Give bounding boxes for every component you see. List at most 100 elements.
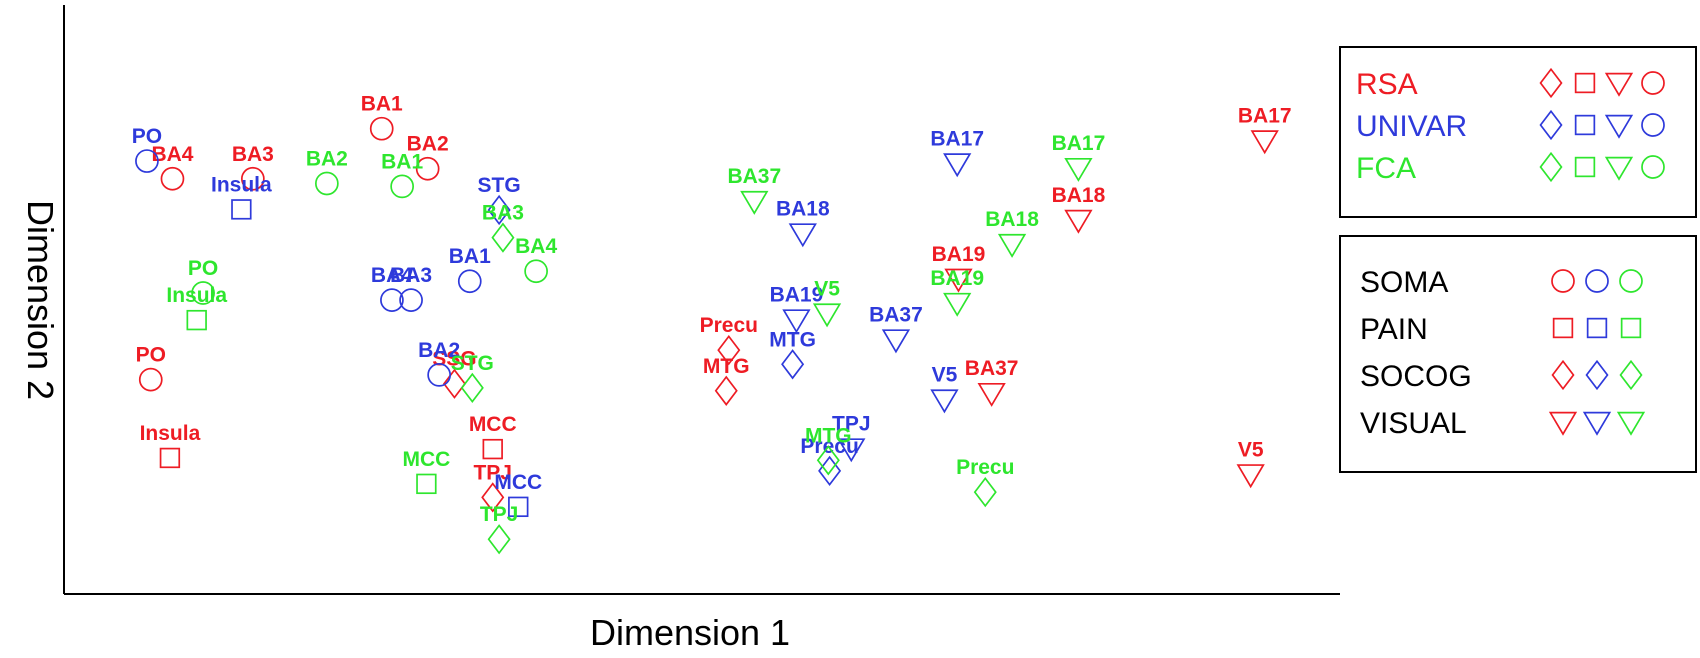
legend-diamond-icon	[1619, 359, 1643, 391]
data-point-label: BA2	[418, 339, 460, 362]
data-point-label: STG	[478, 174, 521, 197]
data-point-label: BA2	[306, 147, 348, 170]
plot-area: BA4 BA3BA1BA2POInsulaSSGMCCTPJPrecuMTGBA1…	[132, 93, 1292, 555]
legend-triangle-down-icon	[1604, 114, 1634, 139]
data-point-label: MTG	[703, 355, 750, 378]
data-point-label: BA19	[932, 243, 986, 266]
legend-method-label: FCA	[1356, 152, 1416, 185]
data-point-triangle-down-marker	[1064, 209, 1093, 234]
data-point-label: MTG	[805, 424, 852, 447]
data-point-label: BA19	[930, 267, 984, 290]
data-point-label: BA4	[515, 235, 557, 258]
legend-diamond-icon	[1539, 109, 1563, 141]
data-point-triangle-down-marker	[740, 190, 769, 215]
legend-diamond-icon	[1551, 359, 1575, 391]
data-point-triangle-down-marker	[788, 223, 817, 248]
data-point-triangle-down-marker	[997, 233, 1027, 258]
data-point-square-marker	[416, 473, 437, 495]
data-point-label: BA17	[1238, 104, 1292, 127]
legend-types: SOMA PAIN SOCOG VISUAL	[1360, 266, 1646, 440]
legend-diamond-icon	[1585, 359, 1609, 391]
legend-type-label: SOCOG	[1360, 360, 1472, 393]
legend-circle-icon	[1619, 269, 1643, 293]
data-point-label: Insula	[211, 173, 272, 196]
data-point-diamond-marker	[714, 375, 738, 406]
y-axis-title: Dimension 2	[20, 200, 61, 400]
data-point-label: BA18	[985, 208, 1039, 231]
data-point-circle-marker	[390, 174, 414, 199]
data-point-circle-marker	[457, 269, 482, 294]
data-point-diamond-marker	[487, 194, 511, 226]
data-point-label: BA18	[776, 198, 830, 221]
data-point-diamond-marker	[481, 482, 505, 513]
data-point-label: V5	[814, 278, 840, 301]
legend-triangle-down-icon	[1604, 156, 1634, 181]
legend-square-icon	[1620, 317, 1642, 339]
legend-method-label: UNIVAR	[1356, 110, 1467, 143]
data-point-label: PO	[136, 344, 166, 367]
legend-triangle-down-icon	[1604, 72, 1634, 97]
data-point-label: BA1	[449, 245, 491, 268]
data-point-triangle-down-marker	[1064, 157, 1093, 182]
data-point-circle-marker	[160, 166, 185, 191]
data-point-label: Insula	[140, 422, 201, 445]
data-point-label: PO	[132, 125, 162, 148]
data-point-triangle-down-marker	[812, 303, 842, 328]
legend-circle-icon	[1641, 113, 1665, 137]
data-point-triangle-down-marker	[930, 389, 959, 414]
data-point-square-marker	[186, 309, 207, 331]
data-point-label: BA37	[869, 304, 923, 327]
legend-diamond-icon	[1539, 151, 1563, 183]
data-point-circle-marker	[240, 166, 265, 191]
data-point-circle-marker	[369, 116, 394, 141]
data-point-label: TPJ	[480, 503, 519, 526]
data-point-triangle-down-marker	[1236, 464, 1265, 489]
data-point-label: Precu	[700, 314, 758, 337]
data-point-circle-marker	[380, 288, 404, 312]
data-point-label: MCC	[402, 448, 450, 471]
data-point-circle-marker	[415, 156, 440, 181]
legend-triangle-down-icon	[1548, 411, 1578, 436]
data-point-label: BA37	[965, 357, 1019, 380]
data-point-circle-marker	[191, 281, 215, 305]
data-point-diamond-marker	[816, 445, 840, 476]
data-point-label: Insula	[166, 284, 227, 307]
data-point-label: PO	[188, 257, 218, 280]
data-point-label: Precu	[800, 435, 858, 458]
data-point-label: STG	[451, 352, 494, 375]
legend-square-icon	[1574, 72, 1596, 94]
legend-type-label: VISUAL	[1360, 407, 1467, 440]
data-point-label: BA3	[482, 202, 524, 225]
data-point-label: BA2	[407, 133, 449, 156]
data-point-label: MTG	[769, 328, 816, 351]
data-point-triangle-down-marker	[782, 309, 811, 334]
data-point-label: BA3	[232, 143, 274, 166]
data-point-label: BA17	[1052, 132, 1106, 155]
legend-square-icon	[1552, 317, 1574, 339]
data-point-triangle-down-marker	[943, 153, 972, 178]
legend-type-label: PAIN	[1360, 313, 1428, 346]
data-point-circle-marker	[399, 288, 423, 312]
data-point-label: BA17	[930, 127, 984, 150]
data-point-circle-marker	[427, 363, 451, 387]
data-point-square-marker	[508, 496, 529, 518]
data-point-triangle-down-marker	[881, 329, 911, 354]
data-point-square-marker	[159, 447, 181, 469]
data-point-triangle-down-marker	[944, 268, 973, 293]
legend-square-icon	[1586, 317, 1608, 339]
data-point-label: BA4	[151, 143, 193, 166]
data-point-label: MCC	[469, 413, 517, 436]
data-point-triangle-down-marker	[1250, 130, 1279, 155]
data-point-diamond-marker	[818, 455, 842, 487]
data-point-diamond-marker	[491, 222, 515, 253]
data-point-label: BA19	[770, 284, 824, 307]
data-point-diamond-marker	[973, 476, 997, 508]
legend-circle-icon	[1641, 71, 1665, 95]
data-point-label: MCC	[494, 471, 542, 494]
data-point-circle-marker	[524, 259, 548, 284]
data-point-circle-marker	[138, 367, 163, 392]
data-point-label: TPJ	[832, 413, 871, 436]
data-point-label: V5	[932, 364, 958, 387]
legend-types-box	[1339, 235, 1697, 473]
